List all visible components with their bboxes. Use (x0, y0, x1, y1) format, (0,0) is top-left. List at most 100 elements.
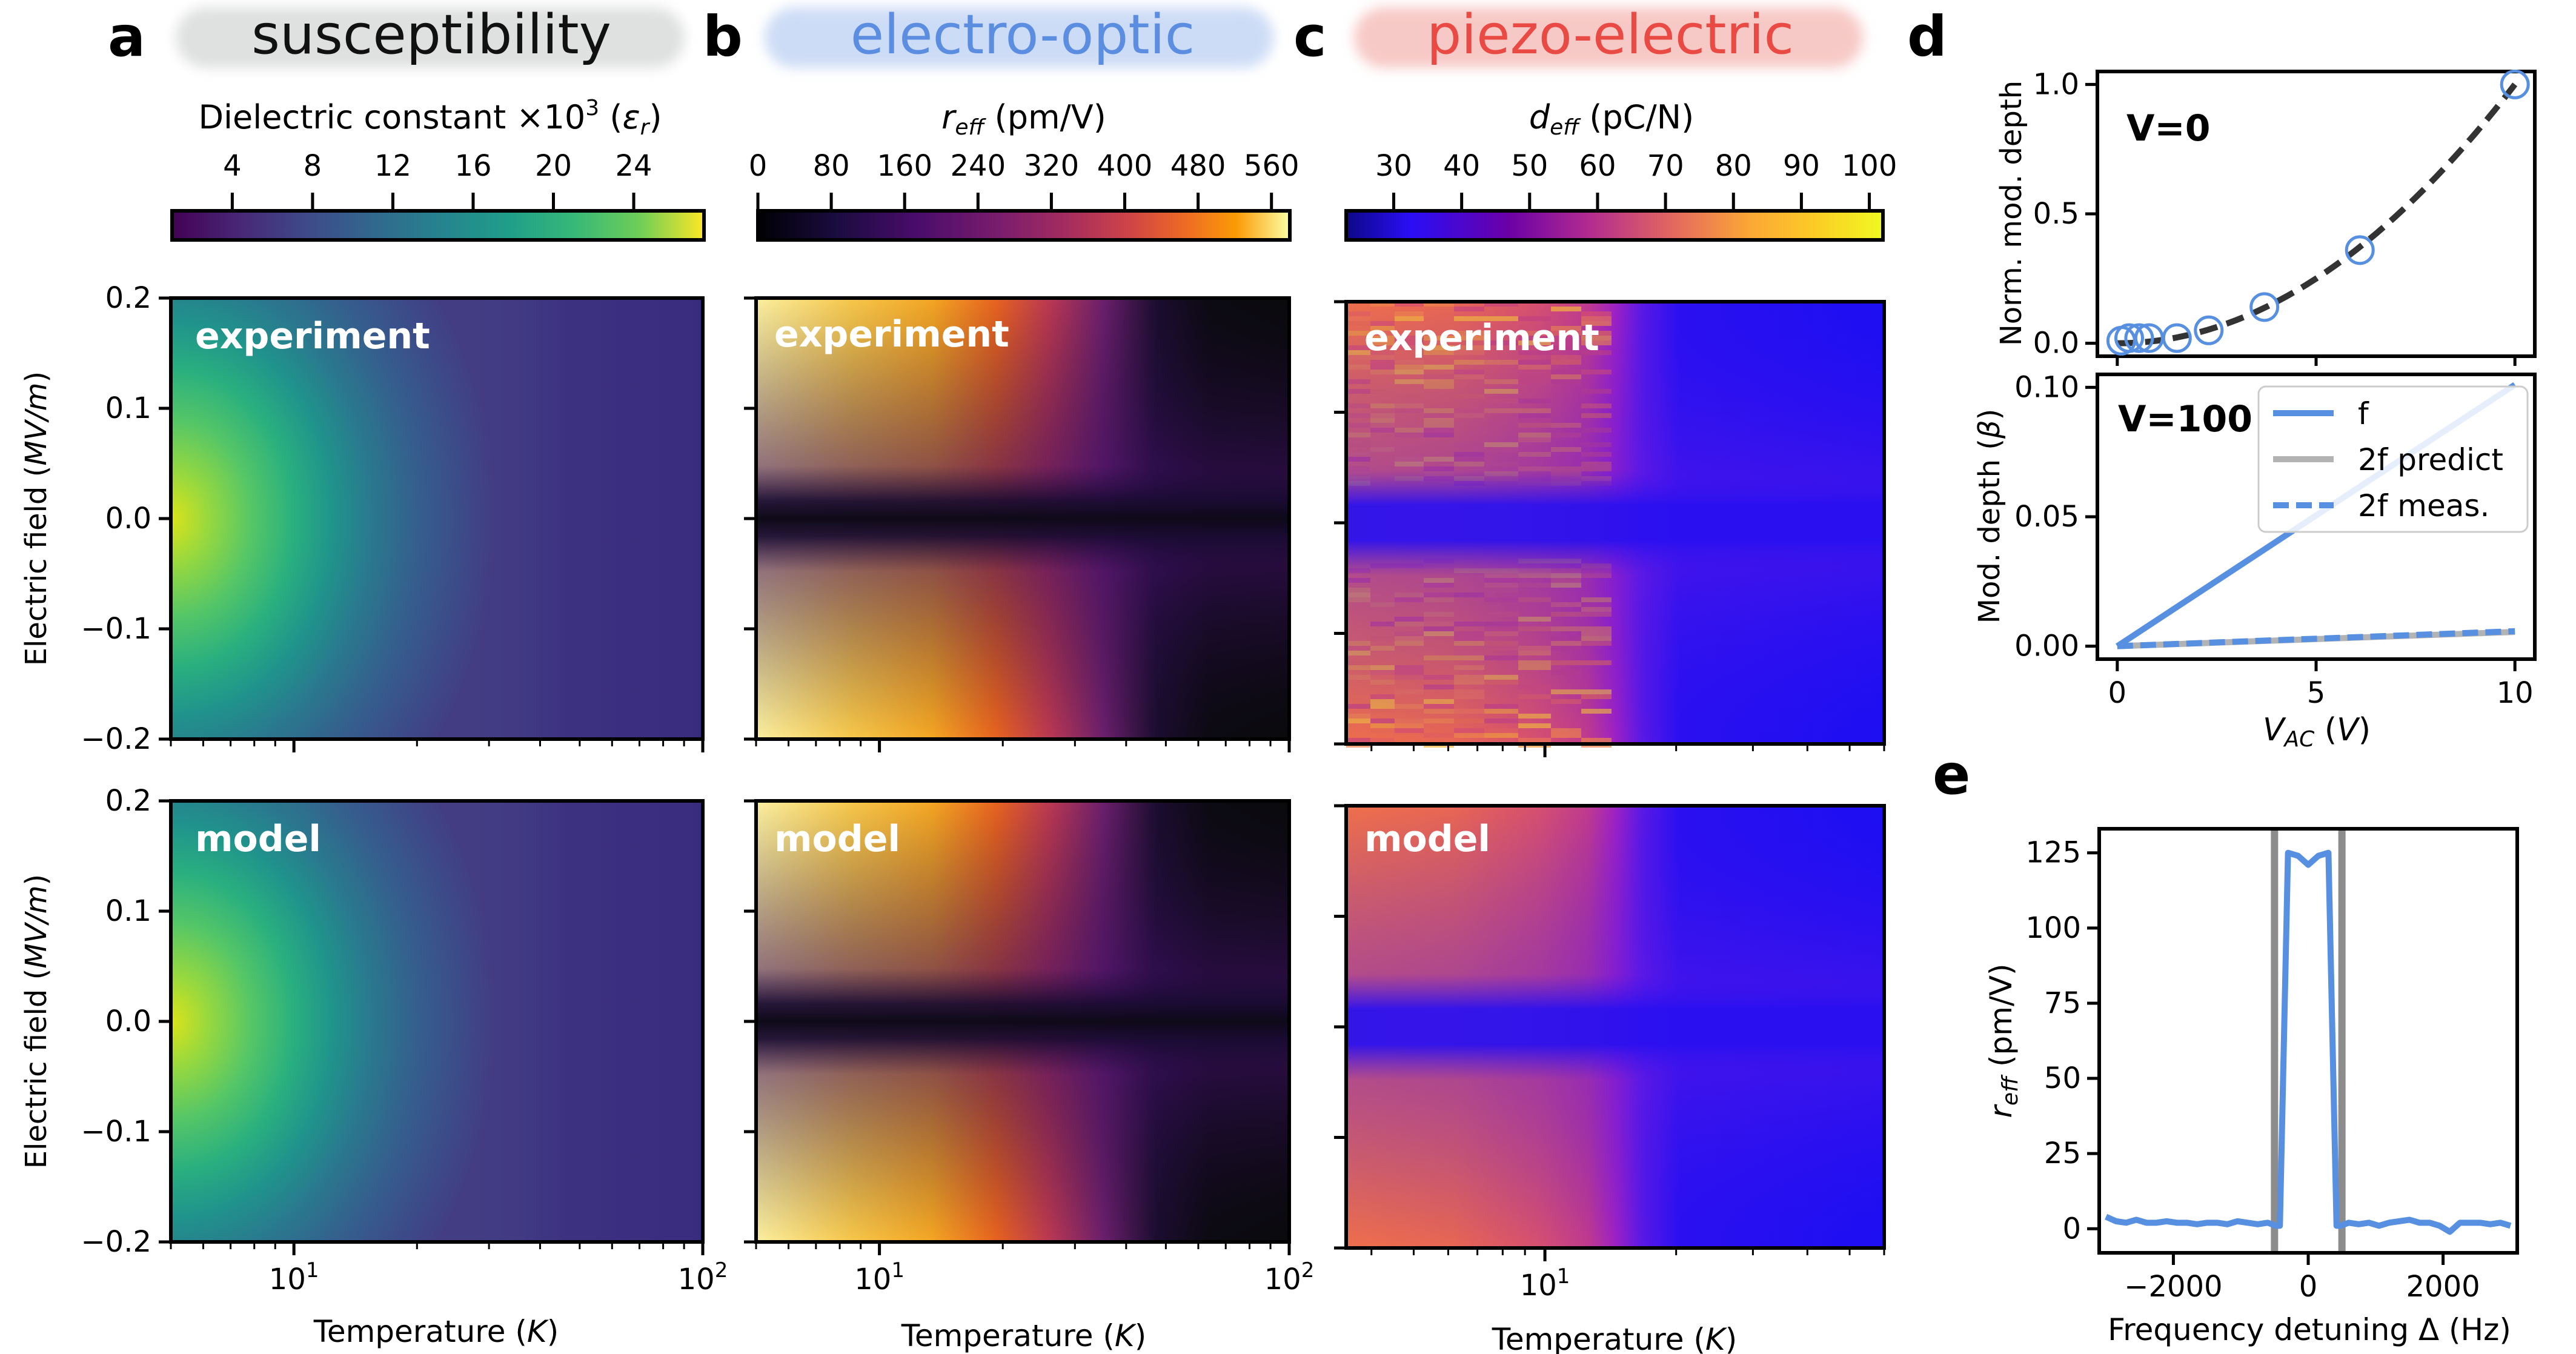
panel-d-legend: f 2f predict 2f meas. (2257, 385, 2529, 533)
legend-label-2f-predict: 2f predict (2358, 442, 2503, 477)
colorbar-a-label: Dielectric constant ×103 (εr) (198, 96, 662, 140)
heatmap-b-experiment: experiment (754, 296, 1291, 741)
row-label-b-experiment: experiment (774, 313, 1009, 356)
ytick-label: 50 (2044, 1061, 2081, 1095)
ytick-label-a: −0.1 (81, 612, 151, 646)
ylabel-a-top: Electric field (MV/m) (19, 371, 53, 666)
xtick-label-b: 102 (1264, 1258, 1315, 1296)
ytick-label: 0 (2062, 1212, 2081, 1246)
panel-letter-b: b (703, 4, 743, 69)
panel-d-xlabel: VAC (V) (2263, 712, 2371, 752)
ytick-label: 0.00 (2014, 629, 2079, 663)
panel-d-top-ylabel: Norm. mod. depth (1994, 81, 2028, 346)
data-point (2500, 69, 2530, 99)
colorbar-b-gradient (756, 209, 1292, 242)
ytick-label-a: 0.2 (105, 281, 151, 315)
panel-letter-e: e (1933, 742, 1970, 807)
colorbar-c-tick-label: 100 (1842, 149, 1897, 183)
data-point (2345, 235, 2375, 265)
panel-letter-d: d (1907, 4, 1947, 69)
panel-c-header: c piezo-electric (1293, 3, 1863, 69)
ytick-label: 0.0 (2033, 327, 2079, 360)
legend-frame (2257, 385, 2529, 533)
panel-d-bottom-annotation: V=100 (2118, 398, 2252, 440)
colorbar-a-ticks: 4 8 12 16 20 24 (223, 149, 652, 211)
data-point (2124, 323, 2154, 353)
panel-e-ylabel: reff (pm/V) (1983, 963, 2023, 1118)
colorbar-c-ticks: 30 40 50 60 70 80 90 100 (1375, 149, 1897, 211)
colorbar-b-tick-label: 400 (1097, 149, 1153, 183)
xtick-label: 10 (2497, 676, 2534, 710)
xlabel-b: Temperature (K) (901, 1318, 1146, 1353)
panel-d-bottom-plot: V=100 0.00 0.05 0.10 0 5 10 f 2f predict 2f m… (2014, 370, 2537, 710)
panel-a-header: a susceptibility (108, 3, 685, 69)
panel-d-top-ticks: 0.0 0.5 1.0 (2033, 67, 2517, 366)
xtick-label-c: 101 (1520, 1264, 1570, 1303)
ytick-label-a: −0.1 (81, 1115, 151, 1149)
heatmap-b-model: model (754, 799, 1291, 1244)
panel-letter-c: c (1293, 4, 1327, 69)
colorbar-c-label: deff (pC/N) (1529, 98, 1694, 140)
row-label-a-experiment: experiment (195, 315, 430, 357)
colorbar-c-tick-label: 50 (1511, 149, 1548, 183)
colorbar-c-tick-label: 40 (1443, 149, 1480, 183)
panel-e-xlabel: Frequency detuning Δ (Hz) (2108, 1312, 2511, 1347)
ytick-label-a: 0.1 (105, 391, 151, 425)
panel-d-top-plot: V=0 0.0 0.5 1.0 (2033, 67, 2537, 366)
ytick-label: 125 (2025, 836, 2081, 870)
panel-title-b: electro-optic (851, 3, 1195, 67)
colorbar-a-tick-label: 12 (374, 149, 411, 183)
ytick-label-a: 0.2 (105, 784, 151, 818)
ytick-label: 0.5 (2033, 197, 2079, 231)
panel-title-c: piezo-electric (1427, 3, 1794, 67)
data-point (2249, 292, 2280, 322)
data-point (2114, 323, 2145, 353)
colorbar-b-tick-label: 320 (1024, 149, 1080, 183)
ylabel-a-bottom: Electric field (MV/m) (19, 874, 53, 1169)
panel-e-frame (2097, 827, 2519, 1255)
ytick-label: 0.10 (2014, 370, 2079, 404)
row-label-a-model: model (195, 818, 321, 860)
colorbar-a-tick-label: 8 (304, 149, 322, 183)
colorbar-a-tick-label: 20 (535, 149, 572, 183)
ytick-label-a: 0.0 (105, 1004, 151, 1038)
ytick-label: 25 (2044, 1137, 2081, 1170)
xtick-label: 2000 (2406, 1270, 2480, 1304)
colorbar-c-tick-label: 70 (1647, 149, 1684, 183)
colorbar-b-tick-label: 240 (950, 149, 1006, 183)
panel-e-marks (2105, 831, 2512, 1251)
heatmap-a-experiment: experiment (169, 296, 705, 741)
series-reff (2105, 849, 2512, 1235)
legend-label-f: f (2358, 396, 2369, 431)
colorbar-a-gradient (170, 209, 706, 242)
panel-b-header: b electro-optic (703, 3, 1273, 69)
panel-letter-a: a (108, 4, 145, 69)
ytick-label-a: −0.2 (81, 1225, 151, 1259)
fit-line (2117, 82, 2518, 347)
ytick-label-a: −0.2 (81, 722, 151, 756)
xtick-label-b: 101 (854, 1258, 905, 1296)
panel-e-ticks: 0 25 50 75 100 125 −2000 0 2000 (2025, 836, 2480, 1304)
colorbar-a-tick-label: 16 (454, 149, 491, 183)
panel-d-top-annotation: V=0 (2126, 107, 2210, 150)
data-point (2162, 323, 2192, 353)
title-pill-c (1354, 7, 1863, 68)
row-label-c-experiment: experiment (1364, 317, 1599, 359)
xtick-label: 0 (2299, 1270, 2318, 1304)
ytick-label: 75 (2044, 986, 2081, 1020)
colorbar-b-tick-label: 480 (1170, 149, 1226, 183)
panel-d-top-marks (2106, 69, 2530, 356)
colorbar-b-tick-label: 560 (1244, 149, 1300, 183)
colorbar-c-tick-label: 80 (1715, 149, 1752, 183)
colorbar-b-tick-label: 0 (749, 149, 768, 183)
xlabel-c: Temperature (K) (1492, 1322, 1737, 1354)
title-pill-a (176, 7, 685, 68)
colorbar-b: reff (pm/V) 0 80 160 240 320 400 480 560 (749, 98, 1300, 242)
panel-e-plot: 0 25 50 75 100 125 −2000 0 2000 (2025, 827, 2519, 1304)
colorbar-b-ticks: 0 80 160 240 320 400 480 560 (749, 149, 1300, 211)
row-label-c-model: model (1364, 818, 1490, 860)
xlabel-a: Temperature (K) (313, 1314, 559, 1349)
panel-title-a: susceptibility (251, 3, 611, 67)
colorbar-b-label: reff (pm/V) (941, 98, 1106, 140)
heatmap-c-model: model (1344, 804, 1886, 1250)
